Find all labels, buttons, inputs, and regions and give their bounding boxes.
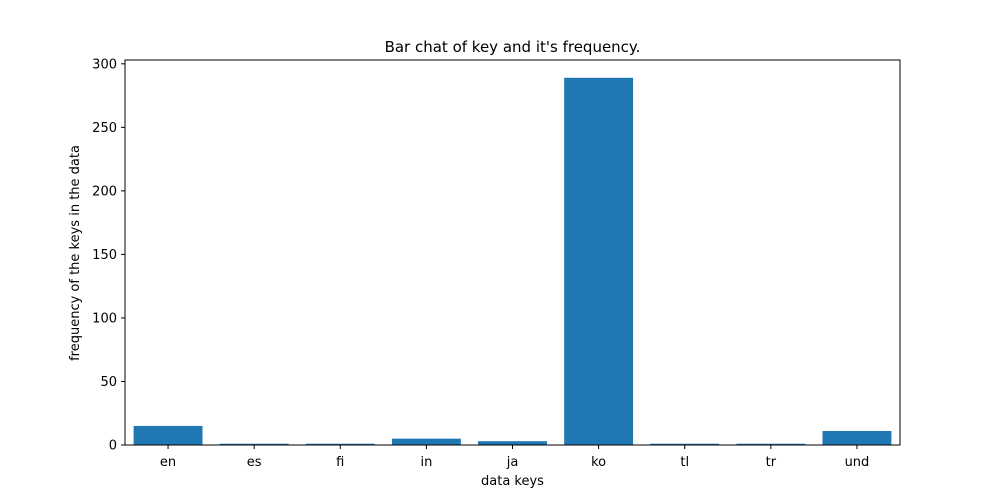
x-tick-label-ko: ko: [591, 455, 606, 470]
bar-ja: [478, 441, 547, 445]
y-tick-label-0: 0: [109, 439, 117, 454]
bar-und: [822, 431, 892, 445]
ticks-layer: en es fi in ja ko tl tr und 0 50 100 150 200 250 300: [92, 57, 869, 470]
plot-frame: [124, 59, 901, 446]
bar-en: [133, 425, 203, 445]
x-tick-label-tr: tr: [766, 455, 777, 470]
bars-layer: [133, 77, 892, 445]
x-tick-label-und: und: [845, 455, 870, 470]
y-tick-label-200: 200: [92, 184, 117, 199]
y-tick-label-100: 100: [92, 311, 117, 326]
bar-es: [219, 443, 289, 445]
y-tick-label-150: 150: [92, 248, 117, 263]
x-tick-label-in: in: [420, 455, 432, 470]
x-tick-label-es: es: [247, 455, 262, 470]
x-axis-title: data keys: [481, 474, 544, 489]
bar-tl: [650, 443, 720, 445]
bar-fi: [305, 443, 375, 445]
x-tick-label-en: en: [160, 455, 176, 470]
bar-tr: [736, 443, 806, 445]
y-tick-label-50: 50: [100, 375, 117, 390]
bar-in: [391, 438, 461, 445]
axes-layer: [124, 59, 901, 446]
x-tick-label-ja: ja: [506, 455, 519, 470]
x-tick-label-tl: tl: [680, 455, 689, 470]
y-tick-label-300: 300: [92, 57, 117, 72]
bar-ko: [564, 77, 634, 445]
y-tick-label-250: 250: [92, 121, 117, 136]
x-tick-label-fi: fi: [336, 455, 344, 470]
chart-title: Bar chat of key and it's frequency.: [385, 38, 641, 56]
y-axis-title: frequency of the keys in the data: [68, 145, 83, 361]
